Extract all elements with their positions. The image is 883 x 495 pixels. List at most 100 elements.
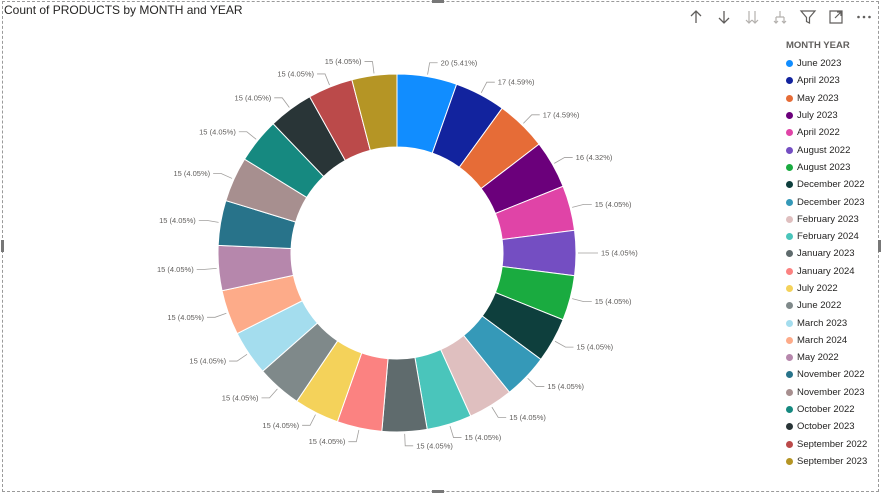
legend-item-june-2023[interactable]: June 2023 (786, 55, 881, 72)
fork-down-icon (773, 11, 787, 24)
data-label-march-2023: 15 (4.05%) (189, 357, 226, 366)
legend-marker (786, 215, 793, 223)
legend-label: February 2023 (797, 213, 859, 225)
more-options-icon (857, 15, 871, 19)
legend-label: April 2022 (797, 127, 840, 139)
resize-handle-right[interactable] (878, 240, 881, 252)
legend-label: September 2022 (797, 438, 868, 450)
legend-label: May 2023 (797, 92, 839, 104)
data-label-april-2022: 15 (4.05%) (595, 200, 632, 209)
leader-line-april-2022 (572, 203, 592, 208)
drill-up-button[interactable] (685, 6, 707, 28)
legend-label: July 2023 (797, 110, 838, 122)
legend-item-june-2022[interactable]: June 2022 (786, 297, 881, 314)
legend-item-february-2023[interactable]: February 2023 (786, 211, 881, 228)
visual-header-toolbar (685, 6, 875, 28)
legend-item-january-2024[interactable]: January 2024 (786, 263, 881, 280)
legend-item-may-2023[interactable]: May 2023 (786, 90, 881, 107)
legend-marker (786, 371, 793, 379)
legend-label: June 2023 (797, 58, 842, 70)
legend-label: August 2023 (797, 161, 851, 173)
data-label-october-2023: 15 (4.05%) (235, 93, 272, 102)
arrow-down-icon (718, 11, 730, 24)
data-label-september-2022: 15 (4.05%) (277, 69, 314, 78)
legend-marker (786, 406, 793, 414)
focus-mode-icon (829, 10, 843, 24)
data-label-october-2022: 15 (4.05%) (199, 127, 236, 136)
focus-mode-button[interactable] (825, 6, 847, 28)
data-label-february-2024: 15 (4.05%) (465, 433, 502, 442)
legend-label: December 2023 (797, 196, 865, 208)
leader-line-february-2024 (449, 425, 462, 438)
legend-item-december-2023[interactable]: December 2023 (786, 193, 881, 210)
legend-item-april-2023[interactable]: April 2023 (786, 72, 881, 89)
legend-items: June 2023 April 2023 May 2023 July 2023 Apri… (786, 55, 881, 470)
leader-line-june-2022 (261, 388, 278, 399)
legend-label: October 2023 (797, 421, 855, 433)
legend-item-july-2023[interactable]: July 2023 (786, 107, 881, 124)
legend-marker (786, 388, 793, 396)
go-to-next-level-button[interactable] (741, 6, 763, 28)
data-label-march-2024: 15 (4.05%) (167, 313, 204, 322)
legend-item-january-2023[interactable]: January 2023 (786, 245, 881, 262)
legend-label: February 2024 (797, 231, 859, 243)
legend-label: December 2022 (797, 179, 865, 191)
data-label-august-2022: 15 (4.05%) (601, 249, 638, 258)
leader-line-september-2022 (317, 73, 330, 86)
legend-item-april-2022[interactable]: April 2022 (786, 124, 881, 141)
leader-line-june-2023 (427, 62, 438, 75)
data-label-january-2023: 15 (4.05%) (416, 441, 453, 450)
expand-next-level-button[interactable] (769, 6, 791, 28)
data-label-august-2023: 15 (4.05%) (595, 297, 632, 306)
data-label-december-2023: 15 (4.05%) (547, 382, 584, 391)
legend-item-march-2023[interactable]: March 2023 (786, 314, 881, 331)
legend-marker (786, 267, 793, 275)
legend-marker (786, 285, 793, 292)
data-label-july-2023: 16 (4.32%) (576, 153, 613, 162)
legend-label: June 2022 (797, 300, 842, 312)
leader-line-october-2023 (274, 97, 290, 108)
data-label-november-2023: 15 (4.05%) (173, 169, 210, 178)
legend-item-september-2023[interactable]: September 2023 (786, 453, 881, 470)
legend-item-september-2022[interactable]: September 2022 (786, 436, 881, 453)
legend-item-august-2022[interactable]: August 2022 (786, 141, 881, 158)
resize-handle-top[interactable] (432, 0, 444, 3)
data-label-february-2023: 15 (4.05%) (509, 413, 546, 422)
filter-button[interactable] (797, 6, 819, 28)
legend-marker (786, 354, 793, 362)
legend-item-august-2023[interactable]: August 2023 (786, 159, 881, 176)
data-label-july-2022: 15 (4.05%) (262, 421, 299, 430)
leader-line-may-2023 (523, 114, 540, 124)
legend-label: August 2022 (797, 144, 851, 156)
legend-marker (786, 60, 793, 68)
legend-marker (786, 146, 793, 154)
legend-item-may-2022[interactable]: May 2022 (786, 349, 881, 366)
resize-handle-left[interactable] (1, 240, 4, 252)
leader-line-september-2023 (364, 61, 375, 74)
donut-chart: 20 (5.41%) 17 (4.59%) 17 (4.59%) 16 (4.32%)… (157, 57, 638, 450)
legend-label: September 2023 (797, 455, 868, 467)
double-arrow-down-icon (745, 11, 759, 24)
legend-marker (786, 233, 793, 241)
legend-marker (786, 198, 793, 206)
legend-item-march-2024[interactable]: March 2024 (786, 332, 881, 349)
drill-down-button[interactable] (713, 6, 735, 28)
legend-item-november-2023[interactable]: November 2023 (786, 384, 881, 401)
legend-item-october-2023[interactable]: October 2023 (786, 418, 881, 435)
legend-item-november-2022[interactable]: November 2022 (786, 366, 881, 383)
donut-slice-september-2023[interactable] (351, 73, 398, 152)
leader-line-july-2023 (554, 157, 573, 164)
legend-label: January 2023 (797, 248, 855, 260)
resize-handle-bottom[interactable] (432, 490, 444, 493)
legend-marker (786, 77, 793, 85)
leader-line-april-2023 (480, 81, 495, 93)
legend-item-december-2022[interactable]: December 2022 (786, 176, 881, 193)
legend-marker (786, 250, 793, 258)
more-options-button[interactable] (853, 6, 875, 28)
legend-item-october-2022[interactable]: October 2022 (786, 401, 881, 418)
leader-line-january-2023 (404, 433, 414, 447)
legend-item-february-2024[interactable]: February 2024 (786, 228, 881, 245)
legend-item-july-2022[interactable]: July 2022 (786, 280, 881, 297)
legend-marker (786, 319, 793, 327)
legend-marker (786, 302, 793, 310)
